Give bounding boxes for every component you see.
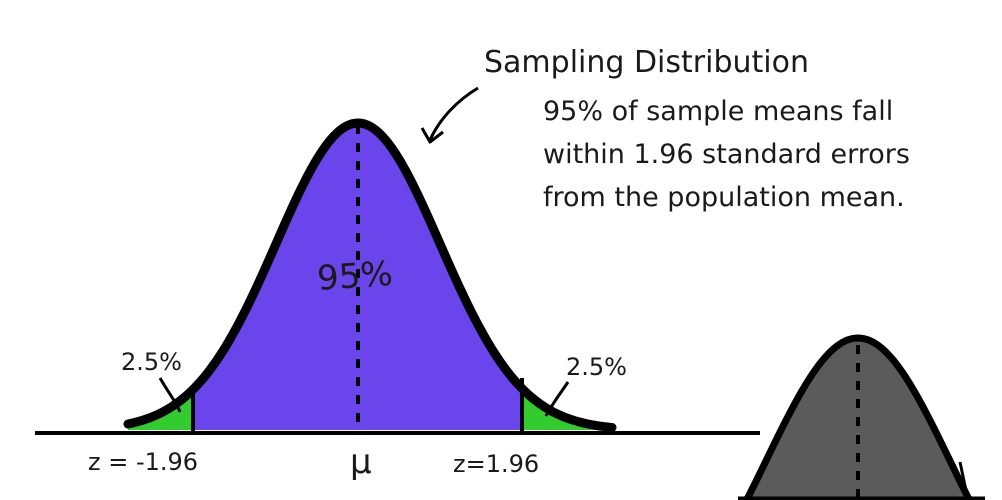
annotation-line-1: 95% of sample means fall xyxy=(543,96,893,127)
annotation-line-3: from the population mean. xyxy=(543,182,905,213)
annotation-line-2: within 1.96 standard errors xyxy=(543,139,910,170)
normal-curve-outline xyxy=(123,118,617,432)
left-z-label: z = -1.96 xyxy=(88,448,198,476)
left-tail-pointer xyxy=(158,377,182,413)
annotation-arrowhead xyxy=(420,127,444,144)
left-tail-percent-label: 2.5% xyxy=(121,348,182,376)
center-percent-label: 95% xyxy=(316,254,394,299)
gray-curve-tick xyxy=(958,461,970,500)
annotation-title: Sampling Distribution xyxy=(484,45,809,80)
mean-label: μ xyxy=(350,442,372,482)
right-tail-pointer xyxy=(544,381,570,417)
right-tail-region xyxy=(522,388,612,430)
gray-curve xyxy=(738,334,985,500)
right-z-label: z=1.96 xyxy=(453,450,539,478)
annotation-arrow xyxy=(428,86,479,141)
right-tail-percent-label: 2.5% xyxy=(566,353,627,381)
